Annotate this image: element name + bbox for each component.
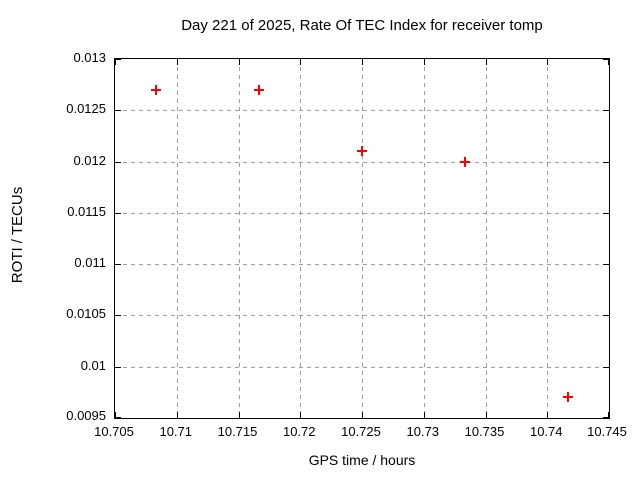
y-tick-mark xyxy=(115,366,121,368)
y-tick-mark xyxy=(115,264,121,266)
x-tick-mark xyxy=(608,59,609,65)
x-gridline xyxy=(176,59,178,418)
x-tick-label: 10.735 xyxy=(464,424,505,439)
x-tick-mark xyxy=(238,59,240,65)
y-axis-label: ROTI / TECUs xyxy=(9,186,26,284)
x-tick-mark xyxy=(300,412,302,418)
data-point-marker xyxy=(459,156,470,167)
x-tick-label: 10.745 xyxy=(587,424,627,439)
plot-area xyxy=(114,58,610,419)
data-point-marker xyxy=(563,392,574,403)
x-tick-label: 10.725 xyxy=(341,424,381,439)
x-tick-mark xyxy=(547,412,549,418)
y-tick-mark xyxy=(115,161,121,163)
y-tick-label: 0.0105 xyxy=(66,306,106,322)
y-tick-label: 0.013 xyxy=(73,50,106,65)
y-tick-mark xyxy=(115,417,121,418)
x-tick-label: 10.72 xyxy=(282,424,316,439)
y-tick-mark xyxy=(603,212,609,214)
data-point-marker xyxy=(254,84,265,95)
x-tick-mark xyxy=(176,412,178,418)
x-tick-label: 10.74 xyxy=(529,424,563,439)
y-tick-label: 0.012 xyxy=(73,152,106,168)
x-gridline xyxy=(485,59,487,418)
x-tick-mark xyxy=(300,59,302,65)
y-tick-mark xyxy=(115,110,121,112)
x-tick-mark xyxy=(608,412,609,418)
y-gridline xyxy=(115,315,609,317)
y-tick-mark xyxy=(603,315,609,317)
y-tick-mark xyxy=(603,59,609,60)
x-gridline xyxy=(238,59,240,418)
x-axis-label: GPS time / hours xyxy=(308,452,416,468)
x-tick-mark xyxy=(423,412,425,418)
chart-title: Day 221 of 2025, Rate Of TEC Index for r… xyxy=(181,17,543,34)
y-tick-mark xyxy=(603,417,609,418)
x-tick-mark xyxy=(547,59,549,65)
x-gridline xyxy=(423,59,425,418)
y-tick-mark xyxy=(603,366,609,368)
x-tick-label: 10.715 xyxy=(217,424,258,439)
x-tick-mark xyxy=(176,59,178,65)
data-point-marker xyxy=(357,146,367,157)
x-tick-mark xyxy=(423,59,425,65)
x-tick-mark xyxy=(362,412,363,418)
y-tick-mark xyxy=(603,161,609,163)
x-tick-mark xyxy=(485,412,487,418)
x-gridline xyxy=(362,59,363,418)
y-tick-label: 0.0115 xyxy=(67,203,106,219)
y-gridline xyxy=(115,110,609,112)
x-tick-mark xyxy=(115,59,116,65)
x-tick-mark xyxy=(362,59,363,65)
y-gridline xyxy=(115,264,609,266)
y-tick-mark xyxy=(115,212,121,214)
x-tick-mark xyxy=(115,412,116,418)
y-tick-label: 0.0095 xyxy=(66,408,106,423)
y-tick-mark xyxy=(603,264,609,266)
y-tick-mark xyxy=(603,110,609,112)
y-gridline xyxy=(115,161,609,163)
x-tick-mark xyxy=(485,59,487,65)
x-tick-mark xyxy=(238,412,240,418)
y-tick-label: 0.0125 xyxy=(66,101,106,117)
y-tick-label: 0.01 xyxy=(80,357,106,373)
data-point-marker xyxy=(150,84,161,95)
y-gridline xyxy=(115,212,609,214)
y-tick-mark xyxy=(115,59,121,60)
y-tick-label: 0.011 xyxy=(74,255,106,271)
x-tick-label: 10.73 xyxy=(406,424,440,439)
x-tick-label: 10.705 xyxy=(94,424,134,439)
x-tick-label: 10.71 xyxy=(159,424,193,439)
x-gridline xyxy=(300,59,302,418)
y-tick-mark xyxy=(115,315,121,317)
x-gridline xyxy=(547,59,549,418)
y-gridline xyxy=(115,366,609,368)
